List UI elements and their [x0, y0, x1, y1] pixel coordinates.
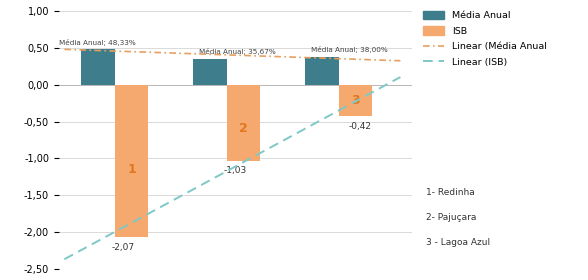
Bar: [81, 49, 115, 85]
Text: 3 - Lagoa Azul: 3 - Lagoa Azul: [426, 238, 490, 247]
Text: -0,42: -0,42: [349, 122, 372, 130]
Bar: [339, 85, 372, 116]
Bar: [115, 85, 148, 237]
Text: -1,03: -1,03: [223, 167, 247, 176]
Bar: [227, 85, 260, 161]
Text: 1- Redinha: 1- Redinha: [426, 188, 475, 197]
Text: Média Anual; 48,33%: Média Anual; 48,33%: [59, 39, 136, 46]
Bar: [305, 57, 339, 85]
Text: -2,07: -2,07: [112, 243, 135, 252]
Text: 2- Pajuçara: 2- Pajuçara: [426, 213, 477, 222]
Text: 1: 1: [127, 163, 136, 176]
Text: 3: 3: [351, 94, 360, 108]
Text: 2: 2: [239, 122, 248, 136]
Bar: [193, 59, 227, 85]
Text: Média Anual; 38,00%: Média Anual; 38,00%: [311, 46, 387, 53]
Legend: Média Anual, ISB, Linear (Média Anual, Linear (ISB): Média Anual, ISB, Linear (Média Anual, L…: [423, 11, 547, 67]
Text: Média Anual; 35,67%: Média Anual; 35,67%: [199, 48, 276, 55]
